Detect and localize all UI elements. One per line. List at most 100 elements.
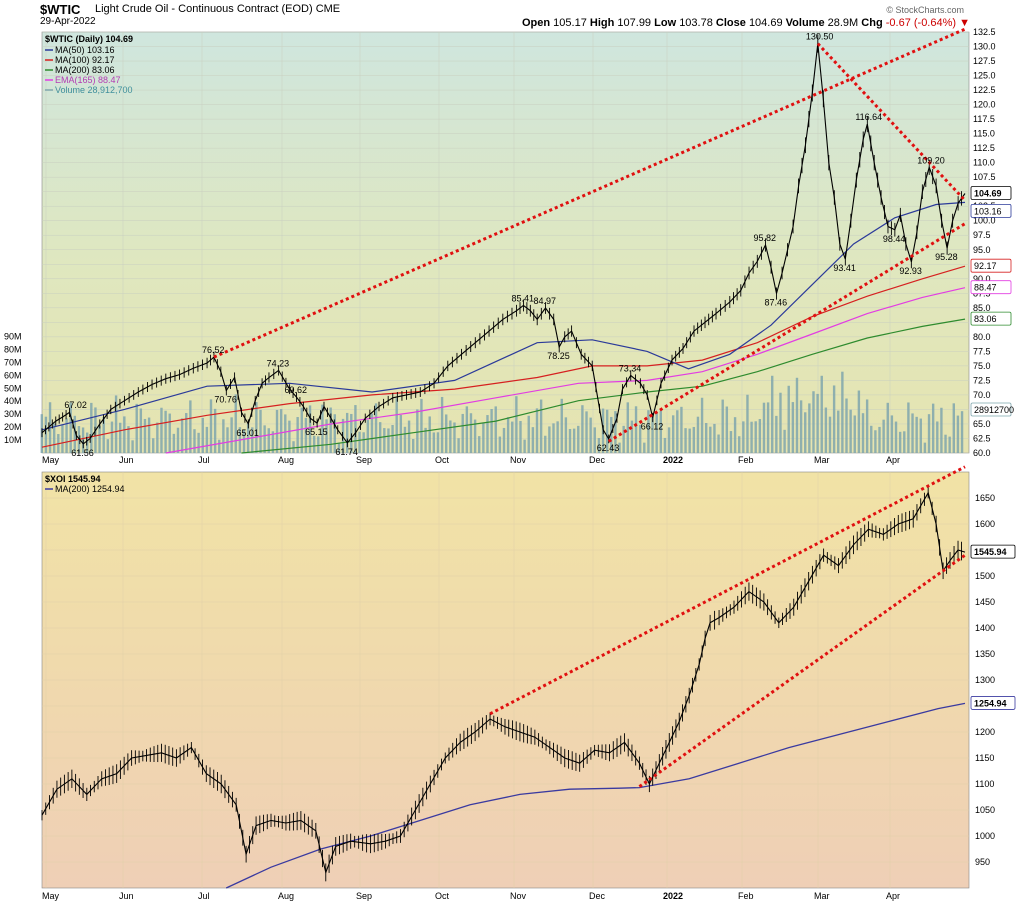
wtic-ytick-label: 72.5 bbox=[973, 375, 991, 385]
wtic-ytick-label: 70.0 bbox=[973, 390, 991, 400]
wtic-price-annotation: 109.20 bbox=[917, 155, 945, 165]
volume-bar bbox=[90, 402, 93, 453]
xoi-xtick-label: Apr bbox=[886, 891, 900, 901]
end-label-box-ma100 bbox=[970, 258, 1012, 273]
volume-bar bbox=[564, 417, 568, 453]
xoi-panel: 1650160015501500145014001350130012501200… bbox=[41, 465, 1016, 901]
volume-bar bbox=[919, 418, 922, 453]
volume-bar bbox=[292, 441, 295, 453]
xoi-end-label-box-xoi_ma200 bbox=[970, 696, 1016, 710]
volume-bar bbox=[688, 428, 691, 453]
volume-tick-label: 50M bbox=[4, 383, 22, 393]
xoi-ytick-label: 1300 bbox=[975, 675, 995, 685]
wtic-price-annotation: 84.97 bbox=[533, 296, 556, 306]
volume-bar bbox=[630, 420, 634, 453]
volume-bar bbox=[383, 428, 386, 453]
volume-bar bbox=[923, 442, 927, 453]
volume-bar bbox=[461, 413, 464, 453]
volume-bar bbox=[193, 429, 196, 453]
wtic-ytick-label: 125.0 bbox=[973, 71, 996, 81]
volume-bar bbox=[890, 415, 894, 453]
volume-bar bbox=[878, 426, 881, 453]
volume-bar bbox=[61, 424, 64, 453]
volume-bar bbox=[395, 398, 398, 453]
end-label-ma50: 103.16 bbox=[974, 206, 1002, 216]
wtic-ytick-label: 60.0 bbox=[973, 448, 991, 458]
wtic-ytick-label: 117.5 bbox=[973, 114, 995, 124]
wtic-xtick-label: Aug bbox=[278, 455, 294, 465]
volume-bar bbox=[44, 416, 48, 453]
volume-bar bbox=[717, 434, 720, 453]
volume-bar bbox=[300, 407, 303, 453]
wtic-price-annotation: 61.56 bbox=[71, 448, 94, 458]
end-label-volume: 28912700 bbox=[974, 405, 1014, 415]
wtic-price-annotation: 98.44 bbox=[883, 234, 906, 244]
volume-bar bbox=[956, 415, 960, 453]
xoi-ytick-label: 1150 bbox=[975, 753, 994, 763]
wtic-xtick-label: May bbox=[42, 455, 60, 465]
volume-bar bbox=[370, 413, 374, 453]
wtic-price-annotation: 76.52 bbox=[202, 345, 225, 355]
volume-bar bbox=[795, 377, 799, 453]
volume-bar bbox=[787, 385, 790, 453]
volume-bar bbox=[85, 432, 89, 453]
volume-bar bbox=[651, 413, 654, 453]
wtic-xtick-label: Mar bbox=[814, 455, 830, 465]
volume-bar bbox=[733, 417, 737, 453]
volume-bar bbox=[952, 403, 955, 453]
volume-tick-label: 20M bbox=[4, 422, 22, 432]
volume-bar bbox=[865, 399, 869, 453]
wtic-xtick-label: Oct bbox=[435, 455, 450, 465]
volume-bar bbox=[614, 411, 617, 453]
xoi-legend-title: $XOI 1545.94 bbox=[45, 474, 101, 484]
volume-bar bbox=[127, 426, 130, 453]
volume-bar bbox=[255, 402, 258, 453]
xoi-ytick-label: 1050 bbox=[975, 805, 995, 815]
xoi-ytick-label: 1100 bbox=[975, 779, 994, 789]
volume-bar bbox=[531, 427, 535, 453]
volume-bar bbox=[704, 423, 708, 453]
volume-bar bbox=[403, 426, 407, 453]
volume-bar bbox=[110, 421, 114, 453]
volume-bar bbox=[742, 421, 745, 453]
volume-bar bbox=[832, 385, 836, 453]
wtic-price-annotation: 62.43 bbox=[597, 443, 620, 453]
close-label: Close bbox=[715, 17, 746, 29]
chg-down-icon: ▼ bbox=[959, 17, 970, 29]
end-label-ema165: 88.47 bbox=[974, 283, 997, 293]
volume-bar bbox=[572, 428, 576, 453]
volume-bar bbox=[412, 439, 415, 453]
volume-bar bbox=[725, 406, 729, 453]
volume-bar bbox=[804, 412, 807, 453]
volume-bar bbox=[288, 420, 291, 453]
volume-bar bbox=[106, 439, 110, 453]
volume-bar bbox=[874, 430, 877, 453]
volume-bar bbox=[663, 437, 667, 453]
volume-bar bbox=[296, 417, 299, 453]
volume-bar bbox=[556, 421, 559, 453]
xoi-xtick-label: Jul bbox=[198, 891, 210, 901]
volume-bar bbox=[164, 410, 167, 453]
xoi-end-label-box-price bbox=[970, 544, 1016, 559]
volume-bar bbox=[771, 375, 774, 453]
volume-bar bbox=[808, 403, 811, 453]
xoi-xtick-label: Oct bbox=[435, 891, 450, 901]
volume-bar bbox=[502, 427, 506, 453]
volume-bar bbox=[279, 409, 283, 453]
volume-bar bbox=[308, 405, 312, 453]
volume-bar bbox=[358, 431, 361, 453]
volume-bar bbox=[676, 410, 679, 453]
volume-bar bbox=[692, 426, 696, 453]
volume-bar bbox=[98, 425, 101, 453]
volume-bar bbox=[700, 397, 704, 453]
xoi-ytick-label: 1200 bbox=[975, 727, 995, 737]
low-label: Low bbox=[654, 17, 677, 29]
wtic-price-annotation: 92.93 bbox=[899, 266, 922, 276]
wtic-price-annotation: 67.02 bbox=[64, 400, 87, 410]
volume-bar bbox=[506, 417, 510, 453]
xoi-end-label-xoi_ma200: 1254.94 bbox=[974, 698, 1007, 708]
wtic-price-annotation: 69.62 bbox=[284, 385, 307, 395]
volume-bar bbox=[251, 427, 254, 453]
volume-bar bbox=[147, 417, 151, 453]
volume-bar bbox=[527, 415, 530, 453]
